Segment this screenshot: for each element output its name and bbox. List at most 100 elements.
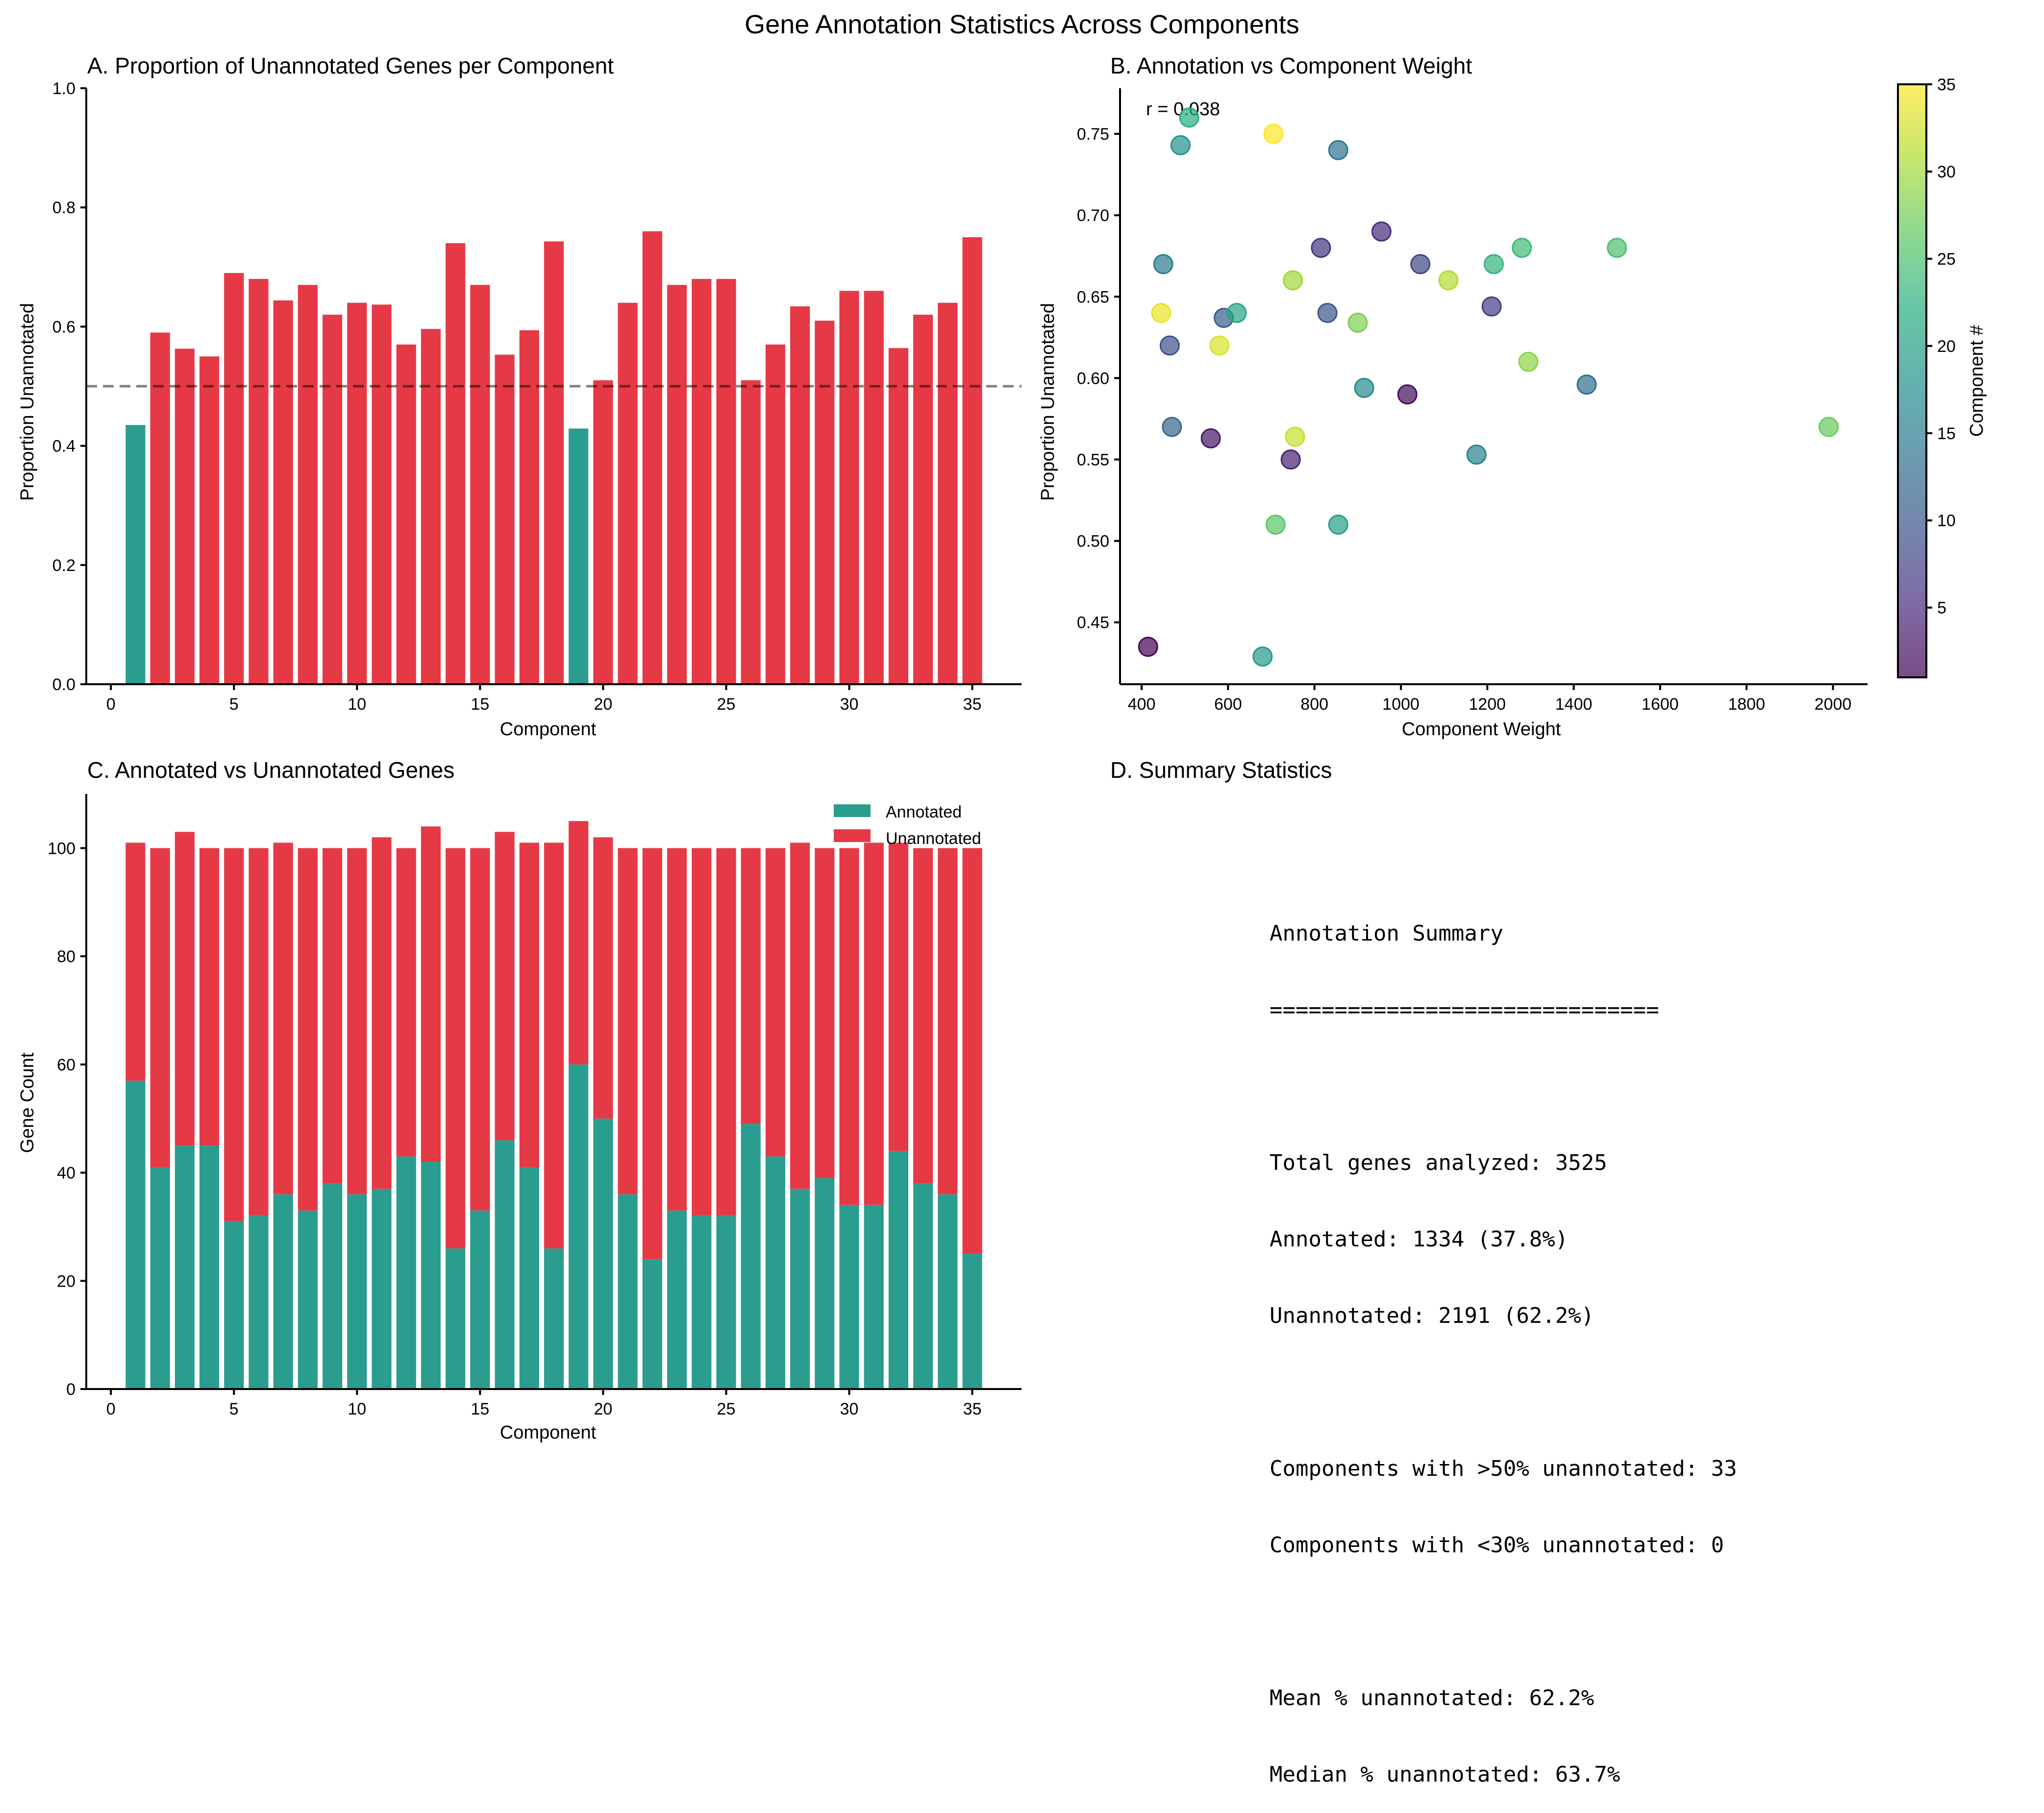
bar-annotated-component-9 <box>323 1183 343 1389</box>
scatter-point-component-22 <box>1179 107 1199 128</box>
bar-component-10 <box>347 302 367 684</box>
bar-unannotated-component-1 <box>125 843 146 1081</box>
panel-a-y-tick-label: 0.2 <box>52 556 75 575</box>
panel-b-y-tick-label: 0.50 <box>1077 532 1109 551</box>
bar-unannotated-component-18 <box>544 843 564 1249</box>
bar-annotated-component-6 <box>249 1216 269 1389</box>
bar-component-22 <box>642 231 662 685</box>
bar-unannotated-component-8 <box>298 848 318 1211</box>
panel-b-y-tick-label: 0.70 <box>1077 206 1109 225</box>
legend-swatch-annotated <box>834 804 871 817</box>
panel-c-y-tick-label: 80 <box>57 947 75 966</box>
bar-annotated-component-10 <box>347 1194 367 1389</box>
panel-b-x-tick-label: 800 <box>1300 695 1328 714</box>
colorbar-gradient <box>1897 83 1927 678</box>
bar-annotated-component-27 <box>765 1156 785 1389</box>
scatter-point-component-2 <box>1397 384 1418 405</box>
summary-line <box>1270 1074 1737 1099</box>
bar-component-11 <box>372 304 392 684</box>
bar-annotated-component-15 <box>470 1210 490 1389</box>
bar-unannotated-component-28 <box>790 843 810 1189</box>
bar-unannotated-component-29 <box>815 848 835 1178</box>
bar-annotated-component-14 <box>446 1248 466 1389</box>
bar-component-35 <box>962 237 982 684</box>
colorbar-tick-label: 20 <box>1937 337 1956 356</box>
scatter-point-component-19 <box>1252 646 1273 667</box>
bar-component-28 <box>790 306 810 684</box>
scatter-point-component-6 <box>1311 238 1331 258</box>
bar-annotated-component-3 <box>174 1145 195 1389</box>
bar-component-33 <box>913 315 933 684</box>
scatter-point-component-27 <box>1819 417 1839 437</box>
bar-annotated-component-31 <box>864 1205 884 1389</box>
bar-unannotated-component-23 <box>667 848 687 1211</box>
panel-a-y-tick-label: 0.0 <box>52 675 75 694</box>
scatter-point-component-16 <box>1466 445 1487 465</box>
bar-annotated-component-34 <box>938 1194 958 1389</box>
bar-component-29 <box>815 321 835 684</box>
panel-a-ylabel: Proportion Unannotated <box>17 303 38 501</box>
bar-unannotated-component-5 <box>224 848 244 1221</box>
bar-annotated-component-33 <box>913 1183 933 1389</box>
panel-b-y-tick-label: 0.60 <box>1077 369 1109 388</box>
summary-line: Annotated: 1334 (37.8%) <box>1270 1227 1569 1252</box>
panel-c-xlabel: Component <box>500 1422 597 1443</box>
bar-unannotated-component-34 <box>938 848 958 1194</box>
scatter-point-component-4 <box>1280 449 1301 470</box>
panel-a-x-tick-label: 10 <box>348 695 366 714</box>
scatter-point-component-31 <box>1438 270 1459 291</box>
bar-annotated-component-32 <box>888 1151 909 1389</box>
panel-c-legend: Annotated Unannotated <box>834 803 981 848</box>
panel-b-ylabel: Proportion Unannotated <box>1038 303 1058 501</box>
bar-annotated-component-25 <box>716 1216 736 1389</box>
panel-b-x-tick-label: 1400 <box>1555 695 1593 714</box>
bar-component-25 <box>716 279 736 684</box>
summary-line: Components with >50% unannotated: 33 <box>1270 1456 1737 1481</box>
panel-a-x-tick-label: 35 <box>963 695 982 714</box>
bar-unannotated-component-20 <box>593 837 613 1119</box>
bar-unannotated-component-11 <box>372 837 392 1189</box>
panel-c-y-tick-label: 60 <box>57 1056 75 1074</box>
bar-unannotated-component-32 <box>888 843 909 1151</box>
bar-component-15 <box>470 285 490 684</box>
scatter-point-component-14 <box>1328 140 1348 160</box>
bar-component-34 <box>938 302 958 684</box>
bar-annotated-component-11 <box>372 1189 392 1389</box>
summary-line: Unannotated: 2191 (62.2%) <box>1270 1303 1595 1328</box>
bar-annotated-component-26 <box>741 1124 761 1389</box>
bar-annotated-component-30 <box>839 1205 859 1389</box>
summary-line: Median % unannotated: 63.7% <box>1270 1762 1620 1787</box>
panel-a-x-tick-label: 15 <box>471 695 489 714</box>
colorbar-tick-label: 30 <box>1937 163 1956 181</box>
bar-annotated-component-17 <box>519 1167 539 1389</box>
panel-a-y-tick-label: 0.4 <box>52 437 75 456</box>
panel-d-title: D. Summary Statistics <box>1110 757 1332 783</box>
panel-a-xlabel: Component <box>500 719 597 740</box>
bar-component-30 <box>839 291 859 684</box>
bar-component-20 <box>593 380 613 684</box>
colorbar-label: Component # <box>1967 325 1987 437</box>
bar-unannotated-component-7 <box>273 843 293 1194</box>
summary-statistics-text: Annotation Summary =====================… <box>1270 870 1737 1813</box>
panel-c-y-tick-label: 100 <box>48 839 75 858</box>
panel-b-x-tick-label: 400 <box>1128 695 1156 714</box>
bar-annotated-component-21 <box>618 1194 638 1389</box>
bar-component-6 <box>249 279 269 684</box>
panel-c-y-tick-label: 20 <box>57 1272 75 1291</box>
panel-c-x-tick-label: 10 <box>348 1400 366 1418</box>
panel-b-y-tick-label: 0.65 <box>1077 288 1109 306</box>
bar-unannotated-component-4 <box>199 848 220 1146</box>
figure: Gene Annotation Statistics Across Compon… <box>17 10 1987 1443</box>
bar-annotated-component-2 <box>150 1167 170 1389</box>
bar-unannotated-component-26 <box>741 848 761 1124</box>
bar-component-23 <box>667 285 687 684</box>
bar-unannotated-component-2 <box>150 848 170 1167</box>
scatter-point-component-7 <box>1481 296 1502 317</box>
bar-annotated-component-22 <box>642 1259 662 1389</box>
legend-label-unannotated: Unannotated <box>886 829 981 848</box>
bar-component-5 <box>224 273 244 684</box>
bar-component-32 <box>888 348 909 684</box>
bar-unannotated-component-9 <box>323 848 343 1184</box>
figure-title: Gene Annotation Statistics Across Compon… <box>745 10 1299 39</box>
bar-component-2 <box>150 332 170 684</box>
